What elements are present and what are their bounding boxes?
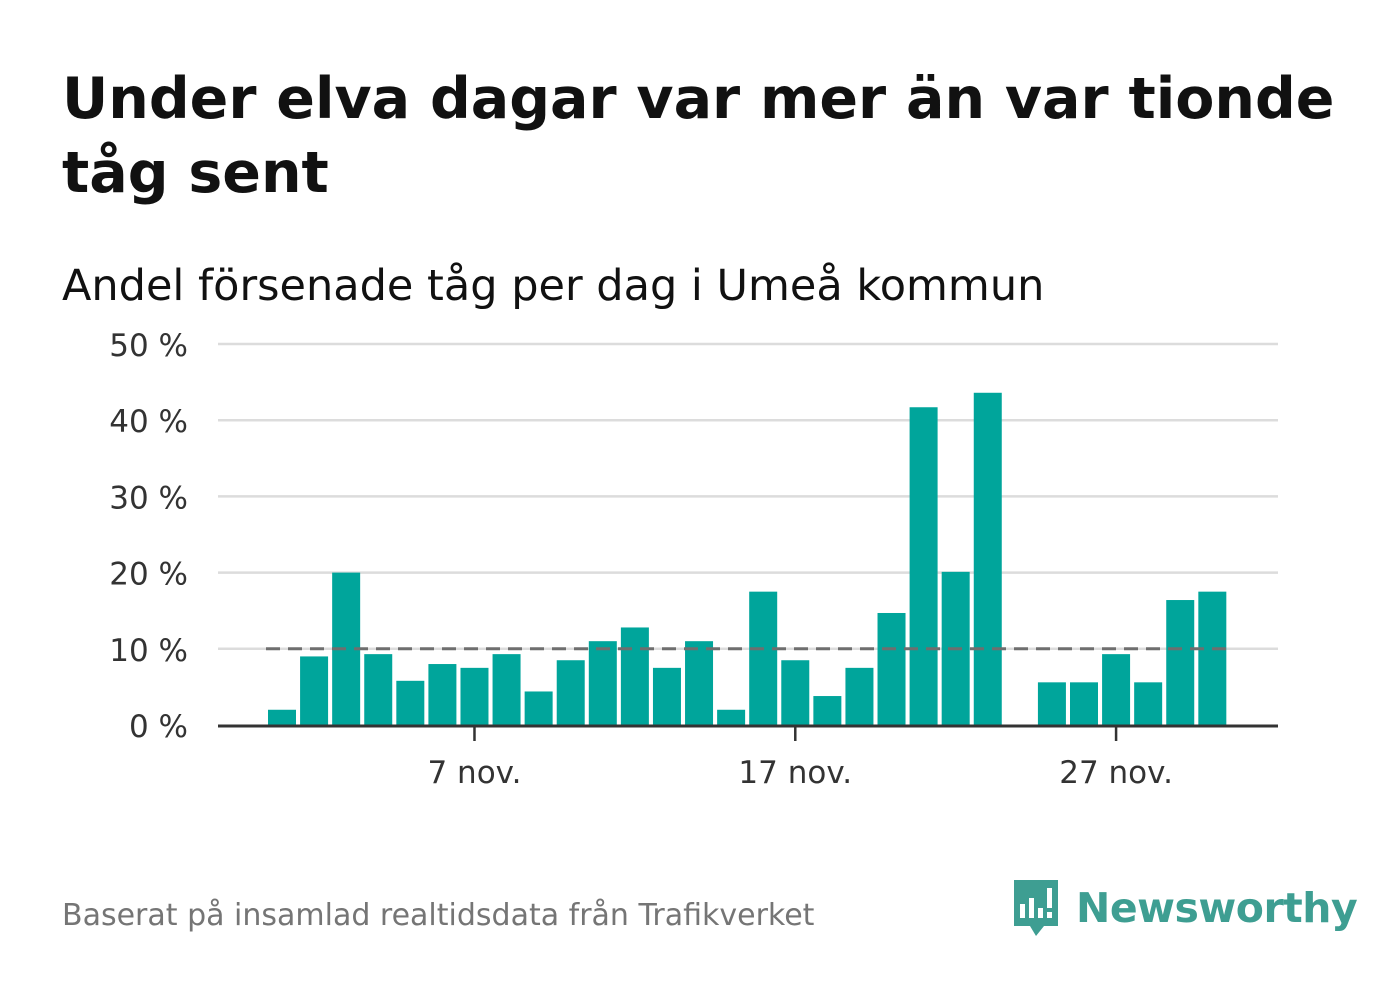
bar-20nov [877,612,906,725]
bars [268,392,1227,725]
bar-16nov [749,591,778,725]
x-axis [218,724,1278,741]
grid-lines [218,342,1278,651]
bar-15nov [717,709,746,725]
y-tick-label: 30 % [109,480,188,516]
bar-19nov [845,667,874,725]
bar-30nov [1198,591,1227,725]
newsworthy-logo: Newsworthy [1010,876,1358,940]
y-tick-label: 20 % [109,557,188,593]
y-tick-label: 0 % [129,709,188,745]
brand-name: Newsworthy [1076,884,1358,932]
chart-title: Under elva dagar var mer än var tionde t… [62,66,1335,206]
bar-13nov [652,667,681,725]
bar-23nov [973,392,1002,725]
bar-6nov [428,664,457,725]
bar-5nov [396,680,425,725]
bar-4nov [364,654,393,725]
y-axis-tick-labels: 0 % 10 % 20 % 30 % 40 % 50 % [109,328,188,745]
bar-18nov [813,696,842,725]
bar-27nov [1102,654,1131,725]
bar-17nov [781,660,810,725]
bar-11nov [588,641,617,725]
y-tick-label: 40 % [109,404,188,440]
x-tick-label: 17 nov. [738,755,852,791]
bar-1nov [268,709,296,725]
x-tick-label: 7 nov. [427,755,521,791]
newsworthy-chart-bubble-icon [1014,880,1058,936]
bar-9nov [524,691,553,725]
bar-chart: 0 % 10 % 20 % 30 % 40 % 50 % 7 nov. 17 nov. 27 … [109,328,1278,791]
bar-26nov [1070,682,1098,725]
bar-28nov [1134,682,1163,725]
bar-29nov [1166,600,1195,725]
source-note: Baserat på insamlad realtidsdata från Tr… [62,898,815,933]
bar-14nov [685,641,714,725]
bar-2nov [300,656,329,725]
y-tick-label: 50 % [109,328,188,364]
bar-7nov [460,667,489,725]
x-tick-label: 27 nov. [1059,755,1173,791]
bar-10nov [556,660,585,725]
y-tick-label: 10 % [109,633,188,669]
x-axis-tick-labels: 7 nov. 17 nov. 27 nov. [427,755,1172,791]
chart-subtitle: Andel försenade tåg per dag i Umeå kommu… [62,261,1045,311]
bar-12nov [620,627,649,725]
bar-8nov [492,654,521,725]
bar-25nov [1037,682,1066,725]
bar-21nov [909,407,938,725]
